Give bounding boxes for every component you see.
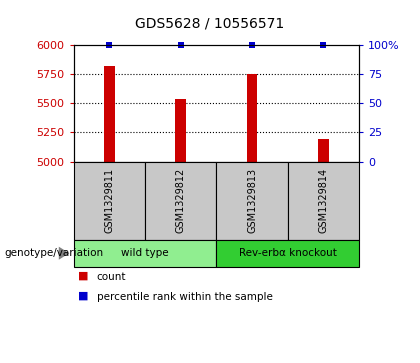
Text: genotype/variation: genotype/variation: [4, 248, 103, 258]
Bar: [175, 99, 186, 162]
Text: GSM1329811: GSM1329811: [104, 168, 114, 233]
Text: GDS5628 / 10556571: GDS5628 / 10556571: [135, 16, 285, 30]
Bar: [104, 66, 115, 162]
Text: percentile rank within the sample: percentile rank within the sample: [97, 292, 273, 302]
Text: GSM1329813: GSM1329813: [247, 168, 257, 233]
Text: GSM1329814: GSM1329814: [318, 168, 328, 233]
Text: count: count: [97, 272, 126, 282]
Text: wild type: wild type: [121, 248, 169, 258]
Text: ■: ■: [78, 290, 88, 301]
Bar: [318, 139, 329, 162]
Text: ■: ■: [78, 270, 88, 281]
Text: GSM1329812: GSM1329812: [176, 168, 186, 233]
Text: Rev-erbα knockout: Rev-erbα knockout: [239, 248, 337, 258]
Bar: [247, 74, 257, 162]
